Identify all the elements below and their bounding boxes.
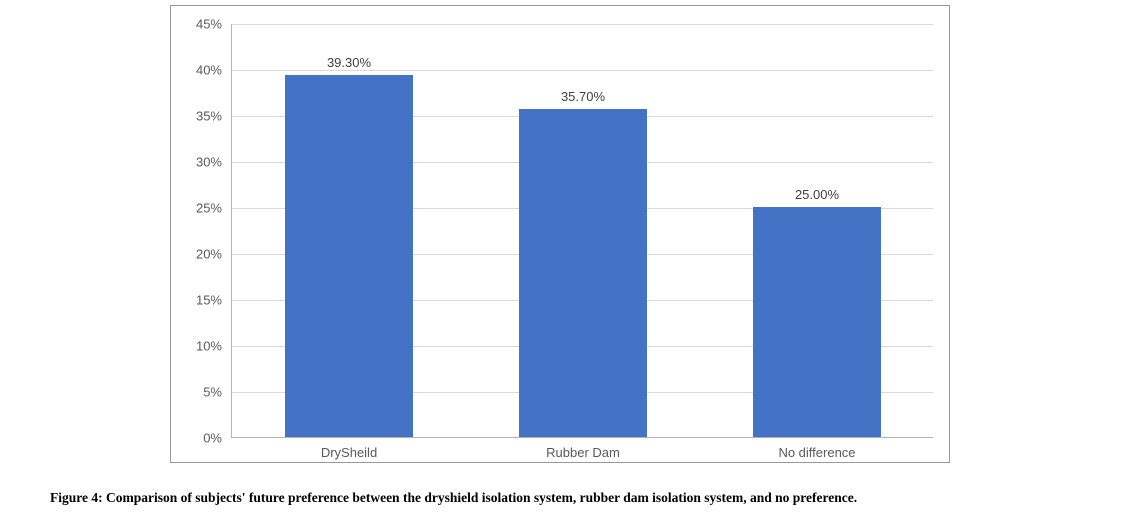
bar-value-label: 25.00% — [795, 187, 839, 202]
y-tick-label: 20% — [196, 247, 232, 262]
plot-area: 0%5%10%15%20%25%30%35%40%45%39.30%DryShe… — [231, 24, 933, 438]
y-tick-label: 35% — [196, 109, 232, 124]
gridline — [232, 24, 933, 25]
bar — [519, 109, 648, 437]
bar — [753, 207, 882, 437]
y-tick-label: 5% — [203, 385, 232, 400]
x-tick-label: Rubber Dam — [546, 437, 620, 460]
bar-value-label: 39.30% — [327, 55, 371, 70]
x-tick-label: No difference — [778, 437, 855, 460]
y-tick-label: 25% — [196, 201, 232, 216]
y-tick-label: 15% — [196, 293, 232, 308]
figure-container: 0% 5% 10% 15% 20% 25% 30% 35% 40% 45% 39.30% DryShe… — [0, 0, 1133, 519]
chart-outer-border: 0% 5% 10% 15% 20% 25% 30% 35% 40% 45% 39.30% DryShe… — [170, 5, 950, 463]
y-tick-label: 30% — [196, 155, 232, 170]
figure-caption: Figure 4: Comparison of subjects' future… — [50, 490, 857, 506]
bar-value-label: 35.70% — [561, 89, 605, 104]
bar — [285, 75, 414, 437]
x-tick-label: DrySheild — [321, 437, 377, 460]
y-tick-label: 10% — [196, 339, 232, 354]
y-tick-label: 0% — [203, 431, 232, 446]
y-tick-label: 40% — [196, 63, 232, 78]
y-tick-label: 45% — [196, 17, 232, 32]
